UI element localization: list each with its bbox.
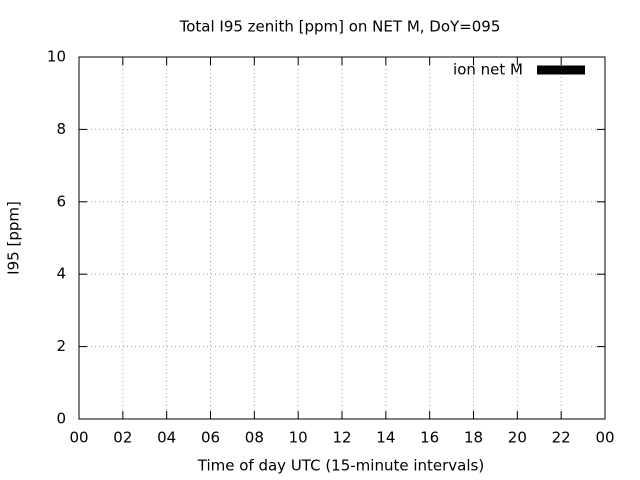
x-tick-label: 20 bbox=[508, 429, 527, 447]
legend-label: ion net M bbox=[453, 61, 523, 79]
x-tick-label: 00 bbox=[595, 429, 614, 447]
legend-swatch bbox=[537, 65, 585, 75]
x-tick-label: 12 bbox=[332, 429, 351, 447]
x-tick-label: 02 bbox=[113, 429, 132, 447]
plot-frame bbox=[78, 56, 606, 420]
x-tick-label: 22 bbox=[552, 429, 571, 447]
y-tick-label: 2 bbox=[56, 337, 66, 355]
y-tick-label: 6 bbox=[56, 192, 66, 210]
y-tick-label: 8 bbox=[56, 120, 66, 138]
x-tick-label: 16 bbox=[420, 429, 439, 447]
x-tick-label: 00 bbox=[69, 429, 88, 447]
chart-title: Total I95 zenith [ppm] on NET M, DoY=095 bbox=[179, 18, 501, 36]
y-tick-label: 4 bbox=[56, 265, 66, 283]
x-tick-label: 18 bbox=[464, 429, 483, 447]
y-axis-label: I95 [ppm] bbox=[5, 201, 23, 275]
x-tick-label: 10 bbox=[289, 429, 308, 447]
y-tick-label: 10 bbox=[47, 48, 66, 66]
x-tick-label: 06 bbox=[201, 429, 220, 447]
x-tick-label: 08 bbox=[245, 429, 264, 447]
x-axis-label: Time of day UTC (15-minute intervals) bbox=[197, 457, 484, 475]
y-tick-label: 0 bbox=[56, 410, 66, 428]
x-tick-label: 04 bbox=[157, 429, 176, 447]
x-tick-label: 14 bbox=[376, 429, 395, 447]
